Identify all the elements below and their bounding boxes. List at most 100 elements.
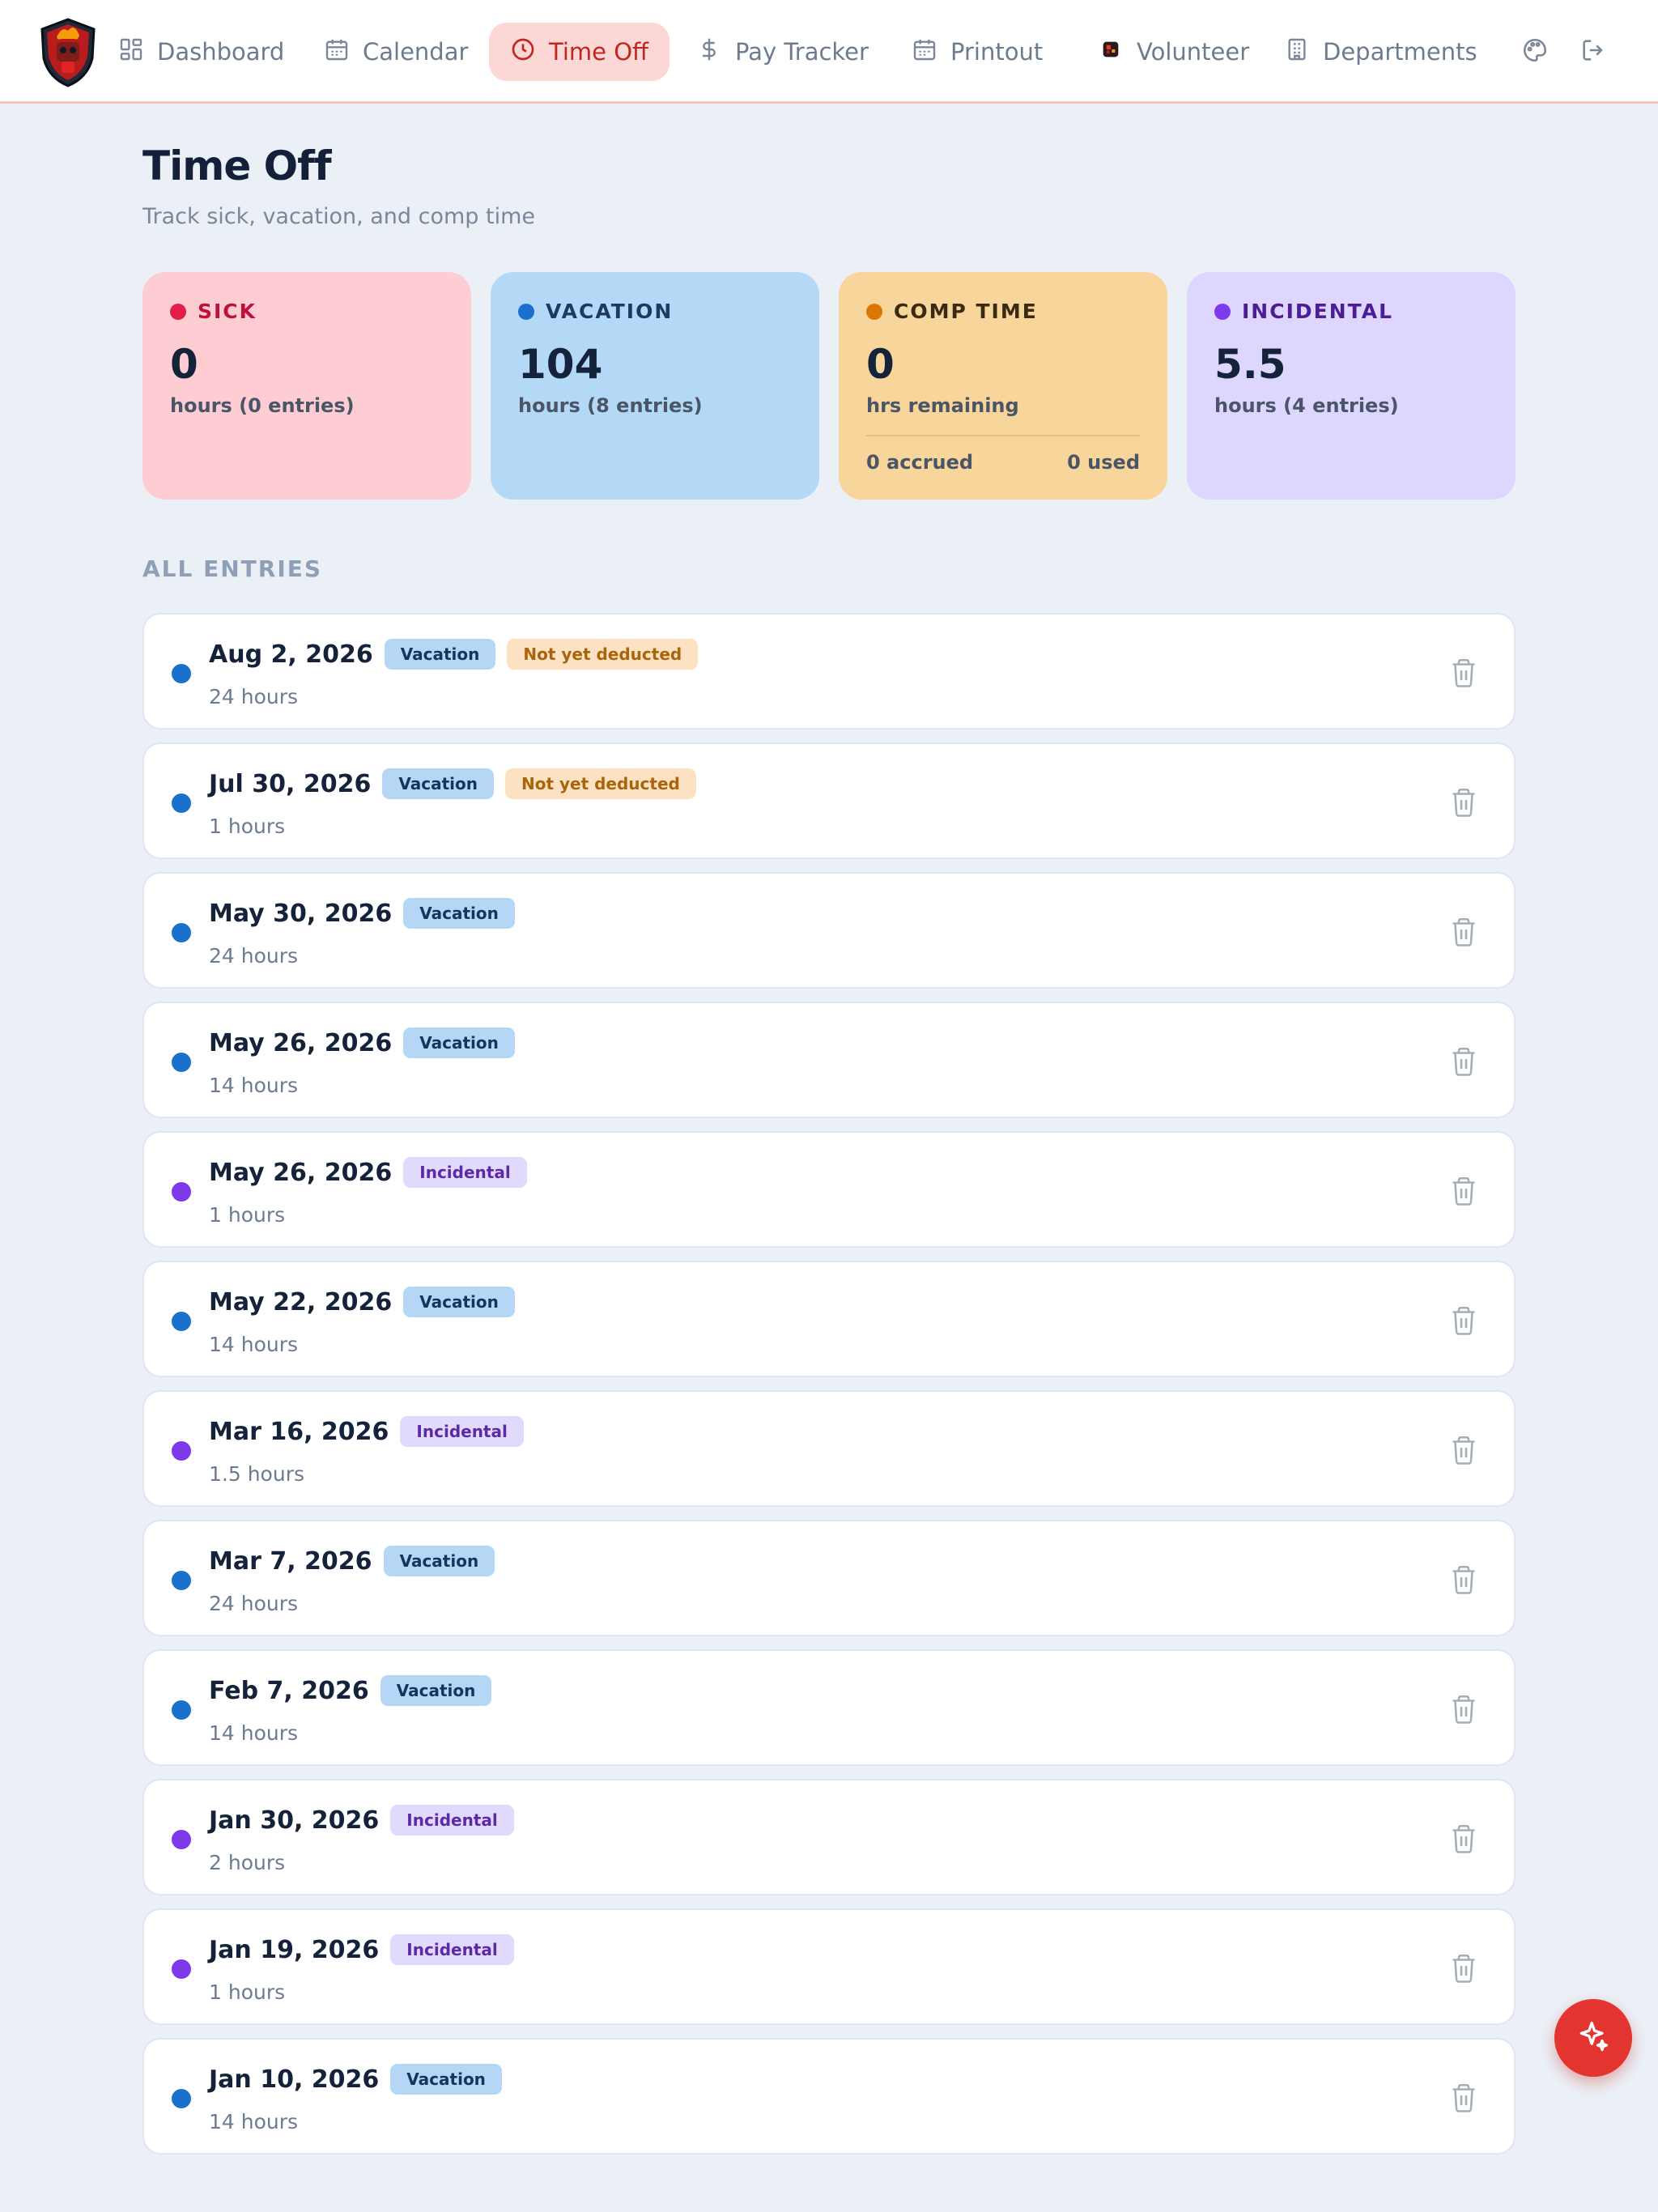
incidental-hours-caption: hours (4 entries) xyxy=(1214,394,1399,417)
entry-row[interactable]: Jan 19, 2026 Incidental 1 hours xyxy=(142,1908,1516,2025)
trash-icon xyxy=(1449,1306,1478,1340)
delete-entry-button[interactable] xyxy=(1449,2082,1478,2114)
entry-hours: 24 hours xyxy=(209,685,299,708)
comp-time-accrued: 0 accrued xyxy=(866,451,974,474)
trash-icon xyxy=(1449,1954,1478,1988)
trash-icon xyxy=(1449,1436,1478,1470)
nav-calendar-label: Calendar xyxy=(363,38,469,66)
entry-heading: Jan 19, 2026 Incidental xyxy=(209,1934,514,1965)
delete-entry-button[interactable] xyxy=(1449,916,1478,948)
sick-hours-caption: hours (0 entries) xyxy=(170,394,355,417)
nav-dashboard-label: Dashboard xyxy=(157,38,285,66)
sparkles-icon xyxy=(1575,2018,1611,2057)
fire-department-logo[interactable] xyxy=(37,16,99,87)
entry-status-badge: Not yet deducted xyxy=(504,768,696,799)
entry-date: Mar 16, 2026 xyxy=(209,1417,389,1446)
entry-date: Jan 30, 2026 xyxy=(209,1806,380,1835)
delete-entry-button[interactable] xyxy=(1449,786,1478,819)
comp-time-used: 0 used xyxy=(1067,451,1140,474)
entry-heading: Jan 30, 2026 Incidental xyxy=(209,1805,514,1836)
trash-icon xyxy=(1449,2083,1478,2117)
incidental-hours-value: 5.5 xyxy=(1214,341,1286,388)
entry-type-dot-icon xyxy=(172,1959,191,1979)
nav-pay-tracker[interactable]: Pay Tracker xyxy=(675,23,890,81)
entry-date: May 22, 2026 xyxy=(209,1287,393,1317)
entry-type-dot-icon xyxy=(172,1700,191,1720)
entry-row[interactable]: Mar 16, 2026 Incidental 1.5 hours xyxy=(142,1390,1516,1507)
entry-row[interactable]: Feb 7, 2026 Vacation 14 hours xyxy=(142,1649,1516,1766)
entry-date: Jul 30, 2026 xyxy=(209,769,372,798)
page-subtitle: Track sick, vacation, and comp time xyxy=(142,204,536,229)
entry-hours: 1 hours xyxy=(209,1203,286,1227)
delete-entry-button[interactable] xyxy=(1449,1563,1478,1596)
incidental-card: INCIDENTAL 5.5 hours (4 entries) xyxy=(1187,272,1516,500)
delete-entry-button[interactable] xyxy=(1449,1045,1478,1078)
vacation-card-header: VACATION xyxy=(518,300,792,323)
nav-time-off[interactable]: Time Off xyxy=(489,23,670,81)
delete-entry-button[interactable] xyxy=(1449,1693,1478,1725)
sick-card: SICK 0 hours (0 entries) xyxy=(142,272,471,500)
entry-type-badge: Vacation xyxy=(383,1546,495,1576)
entry-row[interactable]: Jul 30, 2026 Vacation Not yet deducted 1… xyxy=(142,742,1516,859)
entry-row[interactable]: Jan 10, 2026 Vacation 14 hours xyxy=(142,2038,1516,2155)
entry-hours: 1 hours xyxy=(209,815,286,838)
entry-hours: 1.5 hours xyxy=(209,1462,304,1486)
trash-icon xyxy=(1449,1695,1478,1729)
entry-row[interactable]: Mar 7, 2026 Vacation 24 hours xyxy=(142,1520,1516,1636)
nav-volunteer[interactable]: Volunteer xyxy=(1077,23,1270,81)
trash-icon xyxy=(1449,1565,1478,1599)
entry-hours: 14 hours xyxy=(209,2110,299,2133)
entry-row[interactable]: May 30, 2026 Vacation 24 hours xyxy=(142,872,1516,989)
entry-hours: 1 hours xyxy=(209,1980,286,2004)
entry-type-dot-icon xyxy=(172,1312,191,1331)
dashboard-icon xyxy=(118,36,144,68)
delete-entry-button[interactable] xyxy=(1449,1952,1478,1984)
entry-type-badge: Vacation xyxy=(382,768,494,799)
entry-heading: Mar 16, 2026 Incidental xyxy=(209,1416,524,1447)
entry-type-dot-icon xyxy=(172,1182,191,1202)
ai-assistant-button[interactable] xyxy=(1554,1999,1632,2077)
entry-date: May 26, 2026 xyxy=(209,1028,393,1057)
entry-hours: 24 hours xyxy=(209,944,299,968)
logout-button[interactable] xyxy=(1577,36,1609,68)
theme-button[interactable] xyxy=(1519,36,1551,68)
delete-entry-button[interactable] xyxy=(1449,1823,1478,1855)
entry-row[interactable]: May 22, 2026 Vacation 14 hours xyxy=(142,1261,1516,1377)
delete-entry-button[interactable] xyxy=(1449,657,1478,689)
entry-type-badge: Incidental xyxy=(390,1805,514,1836)
entry-date: Aug 2, 2026 xyxy=(209,640,373,669)
calendar-icon xyxy=(324,36,350,68)
comp-time-value: 0 xyxy=(866,341,895,388)
entry-date: Mar 7, 2026 xyxy=(209,1546,372,1576)
entry-type-badge: Vacation xyxy=(380,1675,492,1706)
delete-entry-button[interactable] xyxy=(1449,1434,1478,1466)
entry-row[interactable]: Jan 30, 2026 Incidental 2 hours xyxy=(142,1779,1516,1895)
entry-hours: 14 hours xyxy=(209,1333,299,1356)
nav-printout[interactable]: Printout xyxy=(891,23,1064,81)
entry-type-badge: Incidental xyxy=(403,1157,527,1188)
nav-dashboard[interactable]: Dashboard xyxy=(97,23,305,81)
top-navigation: Dashboard Calendar Time Off Pay Tracker … xyxy=(0,0,1658,104)
delete-entry-button[interactable] xyxy=(1449,1175,1478,1207)
entry-row[interactable]: May 26, 2026 Incidental 1 hours xyxy=(142,1131,1516,1248)
nav-calendar[interactable]: Calendar xyxy=(303,23,489,81)
delete-entry-button[interactable] xyxy=(1449,1304,1478,1337)
comp-time-dot-icon xyxy=(866,303,882,320)
entry-date: Feb 7, 2026 xyxy=(209,1676,369,1705)
entry-type-badge: Incidental xyxy=(400,1416,524,1447)
entry-date: Jan 10, 2026 xyxy=(209,2065,380,2094)
vacation-dot-icon xyxy=(518,303,534,320)
dollar-icon xyxy=(696,36,722,68)
sick-hours-value: 0 xyxy=(170,341,198,388)
entry-heading: May 26, 2026 Vacation xyxy=(209,1027,515,1058)
nav-departments[interactable]: Departments xyxy=(1263,23,1499,81)
calendar-icon xyxy=(912,36,937,68)
comp-time-divider xyxy=(866,435,1140,436)
entry-type-badge: Vacation xyxy=(403,1027,515,1058)
entry-row[interactable]: Aug 2, 2026 Vacation Not yet deducted 24… xyxy=(142,613,1516,730)
entry-type-dot-icon xyxy=(172,1441,191,1461)
entry-status-badge: Not yet deducted xyxy=(507,639,699,670)
entry-row[interactable]: May 26, 2026 Vacation 14 hours xyxy=(142,1002,1516,1118)
entry-type-badge: Incidental xyxy=(390,1934,514,1965)
trash-icon xyxy=(1449,788,1478,822)
